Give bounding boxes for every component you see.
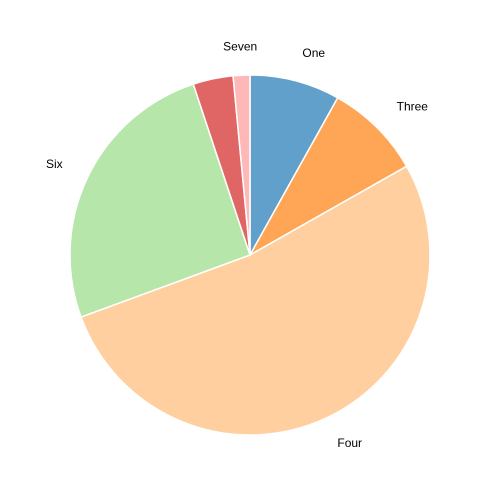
slice-label-one: One — [302, 46, 325, 60]
pie-labels: One Three Four Six Seven — [46, 39, 428, 450]
pie-slice-seven — [232, 74, 251, 256]
pie-slices — [69, 74, 431, 436]
slice-label-six: Six — [46, 157, 63, 171]
pie-slice-four — [80, 165, 431, 436]
pie-slice-three — [248, 96, 408, 257]
pie-slice-six — [69, 83, 251, 318]
pie-slice-one — [249, 74, 339, 258]
slice-label-seven: Seven — [223, 39, 257, 53]
slice-label-four: Four — [337, 436, 362, 450]
slice-label-three: Three — [397, 100, 429, 114]
